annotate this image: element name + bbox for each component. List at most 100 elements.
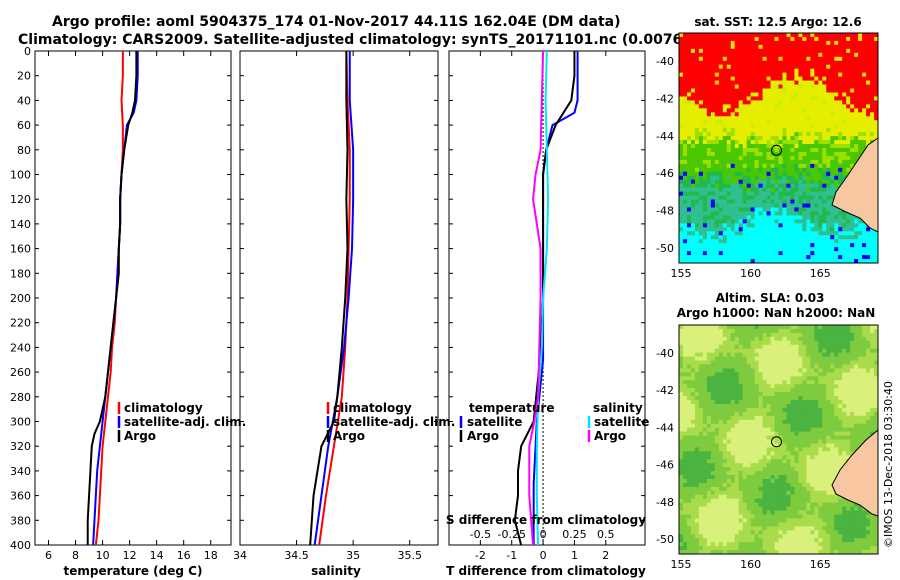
- map-cell: [730, 372, 736, 377]
- map-cell: [722, 112, 728, 117]
- map-cell: [738, 400, 744, 405]
- map-cell: [679, 255, 684, 260]
- map-cell: [754, 215, 759, 220]
- map-cell: [690, 56, 696, 62]
- map-cell: [790, 33, 795, 38]
- ytick-label: 180: [10, 267, 31, 280]
- map-cell: [782, 191, 787, 196]
- map-cell: [802, 243, 807, 248]
- map-cell: [826, 400, 831, 405]
- map-cell: [750, 195, 756, 200]
- map-cell: [682, 243, 688, 248]
- map-cell: [874, 239, 879, 244]
- map-cell: [822, 40, 827, 46]
- map-cell: [826, 72, 831, 78]
- map-cell: [706, 132, 712, 137]
- map-cell: [778, 419, 783, 425]
- map-cell: [726, 239, 732, 244]
- map-cell: [754, 467, 759, 472]
- map-cell: [846, 56, 851, 62]
- map-cell: [734, 419, 740, 425]
- map-cell: [846, 80, 851, 85]
- map-cell: [818, 332, 823, 338]
- map-cell: [738, 175, 744, 181]
- map-cell: [798, 364, 803, 369]
- map-cell: [854, 439, 859, 444]
- map-cell: [762, 255, 767, 260]
- map-cell: [850, 380, 855, 385]
- map-cell: [774, 203, 779, 208]
- map-cell: [750, 415, 756, 421]
- map-cell: [818, 76, 823, 81]
- map-cell: [726, 328, 732, 334]
- map-cell: [706, 167, 712, 173]
- map-cell: [846, 340, 851, 346]
- map-cell: [690, 112, 696, 117]
- map-cell: [714, 175, 720, 181]
- s-diff-tick-label: 0.25: [562, 528, 587, 541]
- map-cell: [774, 36, 779, 42]
- map-cell: [810, 203, 815, 208]
- map-cell: [730, 56, 736, 62]
- map-cell: [802, 251, 807, 256]
- map-cell: [818, 251, 823, 256]
- map-cell: [870, 60, 875, 66]
- map-cell: [682, 80, 688, 85]
- map-cell: [698, 388, 704, 393]
- map-cell: [766, 175, 771, 181]
- map-cell: [714, 227, 720, 232]
- map-cell: [686, 423, 692, 429]
- map-cell: [806, 435, 811, 440]
- map-cell: [734, 80, 740, 85]
- map-cell: [806, 447, 811, 452]
- map-cell: [830, 227, 835, 232]
- map-cell: [850, 251, 855, 256]
- map-cell: [774, 44, 779, 50]
- map-cell: [778, 251, 783, 256]
- map-cell: [746, 64, 752, 70]
- map-cell: [686, 407, 692, 413]
- map-cell: [682, 171, 688, 177]
- map-cell: [858, 231, 863, 236]
- map-cell: [810, 223, 815, 228]
- map-cell: [866, 120, 871, 125]
- map-cell: [706, 423, 712, 429]
- map-cell: [682, 116, 688, 121]
- map-cell: [690, 419, 696, 425]
- map-cell: [874, 116, 879, 121]
- map-cell: [814, 463, 819, 468]
- map-cell: [718, 336, 724, 342]
- map-cell: [818, 104, 823, 109]
- map-cell: [782, 411, 787, 417]
- map-cell: [846, 76, 851, 81]
- map-cell: [838, 175, 843, 181]
- map-cell: [782, 255, 787, 260]
- map-cell: [714, 360, 720, 365]
- map-cell: [694, 159, 700, 165]
- map-cell: [682, 36, 688, 42]
- map-cell: [798, 199, 803, 204]
- map-cell: [730, 48, 736, 54]
- series-line-s-satellite: [535, 50, 550, 546]
- map-cell: [738, 352, 744, 357]
- map-cell: [754, 360, 759, 365]
- map-cell: [718, 463, 724, 468]
- map-cell: [722, 96, 728, 101]
- map-cell: [806, 148, 811, 153]
- map-cell: [866, 411, 871, 417]
- map-cell: [834, 124, 839, 129]
- map-cell: [714, 231, 720, 236]
- map-cell: [738, 419, 744, 425]
- map-cell: [706, 163, 712, 169]
- map-cell: [810, 151, 815, 157]
- map-cell: [698, 36, 704, 42]
- map-cell: [718, 239, 724, 244]
- map-cell: [679, 459, 684, 464]
- map-cell: [810, 68, 815, 74]
- map-cell: [726, 463, 732, 468]
- map-cell: [826, 163, 831, 169]
- map-cell: [858, 116, 863, 121]
- map-cell: [722, 175, 728, 181]
- map-cell: [718, 376, 724, 381]
- map-cell: [694, 340, 700, 346]
